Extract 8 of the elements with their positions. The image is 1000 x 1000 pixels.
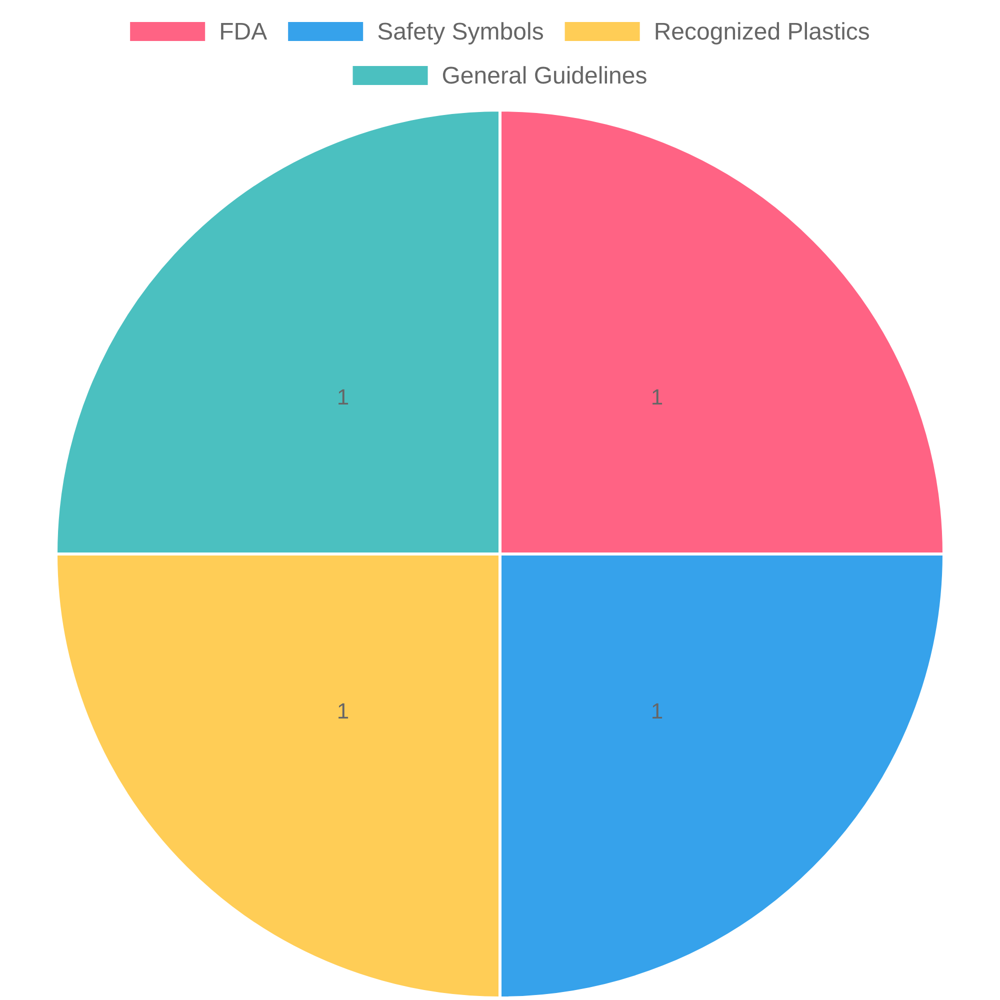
data-label: 1 [650,384,664,410]
data-label: 1 [650,698,664,724]
legend-label: General Guidelines [442,62,648,90]
data-label: 1 [336,698,350,724]
legend-label: Safety Symbols [377,18,544,46]
data-label: 1 [336,384,350,410]
legend-label: FDA [219,18,268,46]
legend-label: Recognized Plastics [654,18,870,46]
